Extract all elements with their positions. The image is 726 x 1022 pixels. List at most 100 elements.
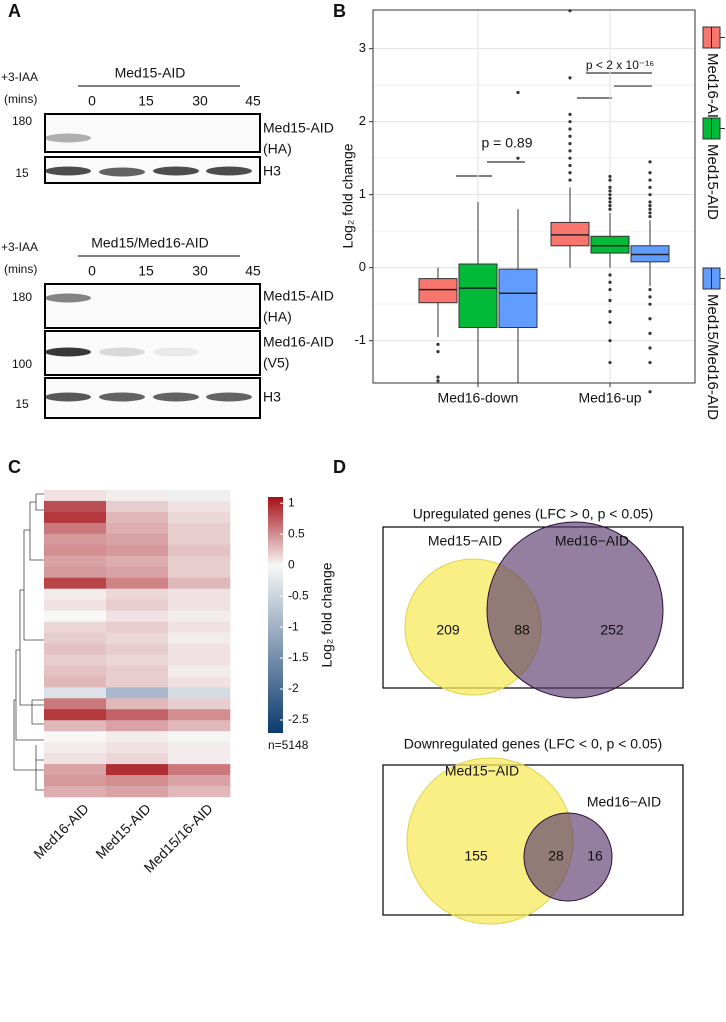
blot-band — [153, 347, 199, 357]
blot-lane-tag: (HA) — [263, 141, 292, 157]
heatmap-cell — [168, 709, 231, 721]
strain-label: Med15/Med16-AID — [91, 235, 209, 251]
heatmap-cell — [44, 621, 107, 633]
outlier — [608, 273, 612, 277]
heatmap-cell — [44, 588, 107, 600]
heatmap-cell — [168, 643, 231, 655]
mw-marker: 180 — [12, 114, 32, 128]
heatmap-cell — [168, 676, 231, 688]
annotation: p = 0.89 — [482, 135, 533, 151]
venn-frame — [382, 764, 684, 916]
venn-set-b — [486, 521, 664, 699]
heatmap-cell — [44, 687, 107, 699]
blot-panel — [44, 113, 261, 153]
outlier — [648, 214, 652, 219]
heatmap-cell — [168, 500, 231, 513]
heatmap-cell — [168, 588, 231, 600]
outlier — [608, 200, 612, 204]
outlier — [568, 141, 572, 146]
blot-band — [153, 392, 199, 402]
heatmap-cell — [168, 511, 231, 524]
heatmap-cell — [106, 709, 169, 721]
heatmap-cell — [168, 599, 231, 611]
heatmap-cell — [106, 786, 169, 798]
outlier — [608, 360, 612, 365]
outlier — [648, 346, 652, 350]
heatmap-cell — [106, 621, 169, 633]
heatmap-cell — [44, 764, 107, 776]
annotation: p < 2 x 10⁻¹⁶ — [586, 58, 654, 72]
panel-label: C — [8, 457, 21, 477]
strain-label: Med15-AID — [115, 65, 186, 81]
heatmap-cell — [168, 577, 231, 589]
heatmap-cell — [106, 610, 169, 622]
column-label: Med15-AID — [92, 800, 153, 861]
outlier — [608, 204, 612, 208]
heatmap-cell — [168, 621, 231, 633]
heatmap-cell — [44, 490, 107, 502]
outlier — [648, 171, 652, 175]
blot-band — [45, 293, 91, 303]
outlier — [648, 360, 652, 365]
outlier — [648, 160, 652, 164]
outlier — [568, 149, 572, 153]
y-tick-label: 2 — [359, 113, 366, 128]
blot-band — [206, 392, 252, 402]
outlier — [648, 193, 652, 197]
legend-label: Med15/Med16-AID — [704, 294, 721, 420]
heatmap-cell — [44, 753, 107, 765]
time-label: 15 — [138, 93, 154, 109]
heatmap-cell — [44, 786, 107, 798]
y-tick-label: 0 — [359, 259, 366, 274]
outlier — [608, 339, 612, 343]
outlier — [608, 309, 612, 314]
blot-band — [206, 166, 252, 176]
heatmap-cell — [106, 720, 169, 732]
y-axis-label: Log₂ fold change — [340, 143, 356, 248]
heatmap-cell — [168, 490, 231, 502]
outlier — [608, 174, 612, 179]
mw-marker: 15 — [15, 397, 29, 411]
heatmap-cell — [168, 786, 231, 798]
colorbar-tick-label: -2 — [288, 681, 299, 695]
heatmap-cell — [168, 764, 231, 776]
blot-lane-tag: (V5) — [263, 355, 289, 371]
y-tick-label: 3 — [359, 40, 366, 55]
heatmap-cell — [106, 566, 169, 579]
time-unit: (mins) — [4, 92, 37, 106]
heatmap-cell — [106, 577, 169, 589]
time-label: 45 — [245, 263, 261, 279]
heatmap-cell — [168, 775, 231, 787]
heatmap-cell — [44, 709, 107, 721]
heatmap-cell — [44, 698, 107, 710]
outlier — [568, 112, 572, 116]
outlier — [516, 90, 520, 95]
heatmap-cell — [44, 522, 107, 535]
heatmap-cell — [44, 599, 107, 611]
box — [418, 278, 458, 304]
outlier — [568, 171, 572, 175]
outlier — [648, 317, 652, 321]
heatmap-cell — [44, 544, 107, 557]
heatmap-cell — [44, 566, 107, 579]
heatmap-cell — [168, 533, 231, 546]
heatmap-cell — [106, 742, 169, 754]
heatmap-cell — [44, 577, 107, 589]
blot-band — [45, 166, 91, 176]
heatmap-cell — [106, 588, 169, 600]
outlier — [608, 178, 612, 182]
heatmap-cell — [168, 654, 231, 666]
blot-lane-name: H3 — [263, 389, 281, 405]
venn-set-label: Med16−AID — [587, 794, 661, 810]
box — [458, 263, 498, 329]
heatmap-cell — [168, 555, 231, 568]
panel-label: B — [333, 1, 346, 21]
blot-band — [99, 392, 145, 402]
heatmap-cell — [106, 500, 169, 513]
colorbar-tick-label: 1 — [288, 495, 295, 509]
treatment-label: +3-IAA — [1, 70, 38, 84]
outlier — [608, 320, 612, 325]
heatmap-cell — [106, 676, 169, 688]
heatmap-cell — [168, 632, 231, 644]
blot-lane-name: Med15-AID — [263, 120, 334, 136]
